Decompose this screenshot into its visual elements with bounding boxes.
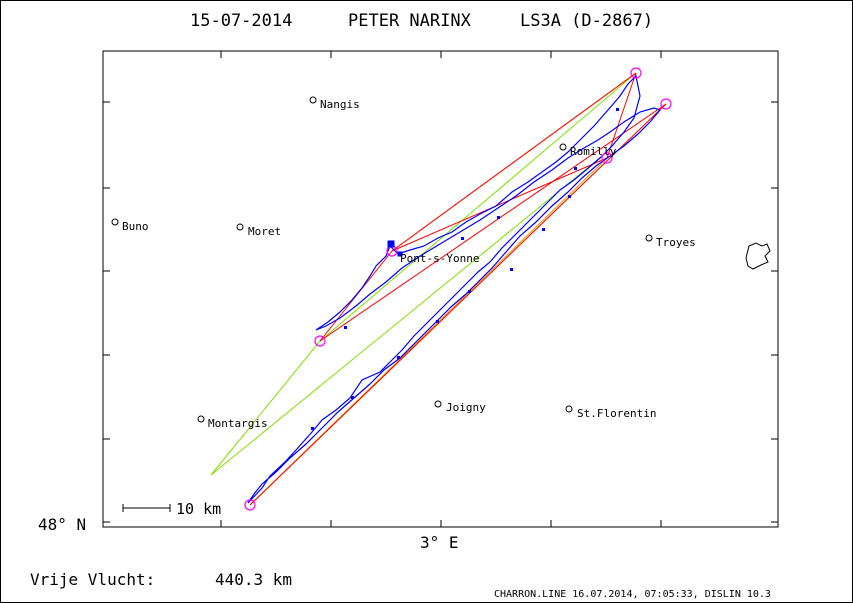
track-markers [311,108,619,430]
title-glider: LS3A (D-2867) [520,11,653,31]
town-label-romilly: Romilly [570,145,617,158]
turnpoint-4 [630,67,642,79]
home-marker [387,240,403,257]
town-label-joigny: Joigny [446,401,486,414]
turnpoint-5 [601,152,613,164]
task-lines [210,72,667,506]
town-marker-buno [111,218,119,226]
y-axis-label: 48° N [38,515,86,534]
lake-outline [745,242,771,270]
title-pilot: PETER NARINX [348,11,472,31]
leg-red-6 [606,72,637,159]
towns [111,96,653,423]
flight-track [247,74,662,504]
town-label-troyes: Troyes [656,236,696,249]
flight-label: Vrije Vlucht: [30,570,155,589]
town-marker-nangis [309,96,317,104]
leg-green-2 [210,340,321,476]
turnpoint-2 [314,335,326,347]
town-marker-stflorentin [565,405,573,413]
town-label-montargis: Montargis [208,417,268,430]
leg-red-1 [249,103,667,506]
x-axis-label: 3° E [420,533,459,552]
town-marker-joigny [434,400,442,408]
town-marker-montargis [197,415,205,423]
town-label-nangis: Nangis [320,98,360,111]
leg-red-2 [319,103,667,342]
town-marker-troyes [645,234,653,242]
scale-bar [122,504,171,512]
turnpoint-start [244,499,256,511]
scale-bar-label: 10 km [176,500,221,518]
leg-green-3 [319,72,637,342]
town-label-buno: Buno [122,220,149,233]
leg-red-4 [391,157,608,252]
axis-ticks [103,51,778,527]
leg-red-3 [391,72,637,252]
footer-info: CHARRON.LINE 16.07.2014, 07:05:33, DISLI… [494,589,771,600]
turnpoint-6 [660,98,672,110]
town-marker-romilly [559,143,567,151]
town-label-moret: Moret [248,225,281,238]
title-date: 15-07-2014 [190,11,292,31]
town-marker-moret [236,223,244,231]
town-label-stflorentin: St.Florentin [577,407,656,420]
flight-distance: 440.3 km [215,570,292,589]
map-area [102,50,779,528]
town-label-pont-s-yonne: Pont-s-Yonne [400,252,479,265]
leg-green-1 [210,151,608,476]
